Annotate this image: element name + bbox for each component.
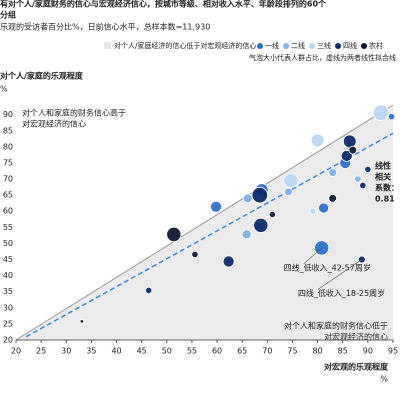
y-tick-label: 60 <box>3 207 13 216</box>
y-tick-label: 75 <box>3 158 13 167</box>
legend-swatch <box>104 42 111 49</box>
bubble <box>359 181 367 190</box>
bubble <box>364 165 372 173</box>
y-tick-label: 55 <box>3 223 13 232</box>
x-tick-label: 80 <box>313 347 323 356</box>
legend-label: 一线 <box>265 41 279 50</box>
y-tick-label: 70 <box>3 175 13 184</box>
y-axis-label: 对个人/家庭的乐观程度 <box>0 71 84 81</box>
region-note: 对个人和家庭的财务信心低于 <box>284 321 388 331</box>
bubble <box>268 210 276 219</box>
y-tick-label: 90 <box>3 110 13 119</box>
x-tick-label: 95 <box>388 347 398 356</box>
x-tick-label: 90 <box>363 347 373 356</box>
bubble <box>387 112 396 121</box>
annotation: 四线_低收入_18-25周岁 <box>298 288 385 298</box>
legend-label: 对个人/家庭经济的信心低于对宏观经济的信心 <box>114 41 256 50</box>
x-tick-label: 55 <box>187 347 197 356</box>
chart-subtitle: 乐观的受访者百分比%，日前信心水平，总样本数=11,930 <box>0 22 210 32</box>
x-tick-label: 30 <box>61 347 71 356</box>
y-axis-unit: % <box>0 85 8 94</box>
x-axis-label: 对宏观的乐观程度 <box>324 362 389 372</box>
bubble <box>354 175 362 183</box>
annotation: 四线_低收入_42-57周岁 <box>284 262 371 272</box>
x-tick-label: 65 <box>237 347 247 356</box>
legend-marker <box>257 43 263 49</box>
correlation-label: 线性 <box>375 161 391 171</box>
y-tick-label: 40 <box>3 271 13 280</box>
annotation-leader <box>317 259 363 290</box>
x-tick-label: 60 <box>212 347 222 356</box>
y-tick-label: 65 <box>3 191 13 200</box>
chart-title: 有对个人/家庭财务的信心与宏观经济信心，按城市等级、相对收入水平、年龄段排列的6… <box>0 0 327 9</box>
bubble <box>328 194 337 203</box>
x-tick-label: 25 <box>36 347 46 356</box>
annotation-leader <box>303 247 322 265</box>
legend-label: 三线 <box>317 41 331 50</box>
chart-title: 分组 <box>0 10 16 20</box>
legend-marker <box>361 43 367 49</box>
legend-label: 二线 <box>291 41 305 50</box>
correlation-value: 0.81 <box>375 195 395 204</box>
bubble <box>310 133 325 148</box>
bubble <box>342 134 357 149</box>
x-tick-label: 70 <box>262 347 272 356</box>
x-tick-label: 35 <box>86 347 96 356</box>
y-tick-label: 50 <box>3 239 13 248</box>
bubble <box>308 207 317 215</box>
bubble <box>79 319 85 324</box>
diagonal <box>15 104 394 341</box>
region-note: 对个人和家庭的财务信心高于 <box>22 108 126 118</box>
y-tick-label: 30 <box>3 303 13 312</box>
x-tick-label: 20 <box>11 347 21 356</box>
y-tick-label: 25 <box>3 319 13 328</box>
legend-marker <box>283 43 289 49</box>
bubble <box>328 168 337 177</box>
correlation-label: 系数： <box>375 183 399 193</box>
bubble <box>241 229 252 240</box>
bubble <box>222 255 235 268</box>
bubble <box>340 149 353 162</box>
x-tick-label: 40 <box>111 347 121 356</box>
bubble <box>251 186 269 204</box>
trendline <box>25 132 394 338</box>
bubble <box>283 173 299 189</box>
y-tick-label: 85 <box>3 126 13 135</box>
x-tick-label: 85 <box>338 347 348 356</box>
x-axis-unit: % <box>380 375 388 384</box>
legend-note: 气泡大小代表人群占比，虚线为两者线性拟合线 <box>249 53 396 62</box>
legend-label: 农村 <box>369 41 383 50</box>
bubble <box>318 202 330 214</box>
bubble <box>372 104 390 121</box>
bubble <box>242 193 253 204</box>
bubble <box>210 200 223 213</box>
x-tick-label: 45 <box>137 347 147 356</box>
bubble <box>348 145 358 155</box>
bubble <box>357 255 366 264</box>
y-tick-label: 80 <box>3 142 13 151</box>
x-tick-label: 75 <box>287 347 297 356</box>
legend-label: 四线 <box>343 41 357 50</box>
region-note: 对宏观经济的信心 <box>324 332 388 342</box>
bubble <box>284 187 293 197</box>
x-tick-label: 50 <box>162 347 172 356</box>
region-note: 对宏观经济的信心 <box>22 119 86 129</box>
y-tick-label: 35 <box>3 287 13 296</box>
correlation-label: 相关 <box>375 172 391 182</box>
bubble <box>166 226 182 242</box>
legend-marker <box>309 43 315 49</box>
bubble <box>145 286 153 295</box>
bubble <box>253 217 269 233</box>
bubble <box>191 250 199 258</box>
y-tick-label: 45 <box>3 255 13 264</box>
y-tick-label: 20 <box>3 336 13 345</box>
legend-marker <box>335 43 341 49</box>
